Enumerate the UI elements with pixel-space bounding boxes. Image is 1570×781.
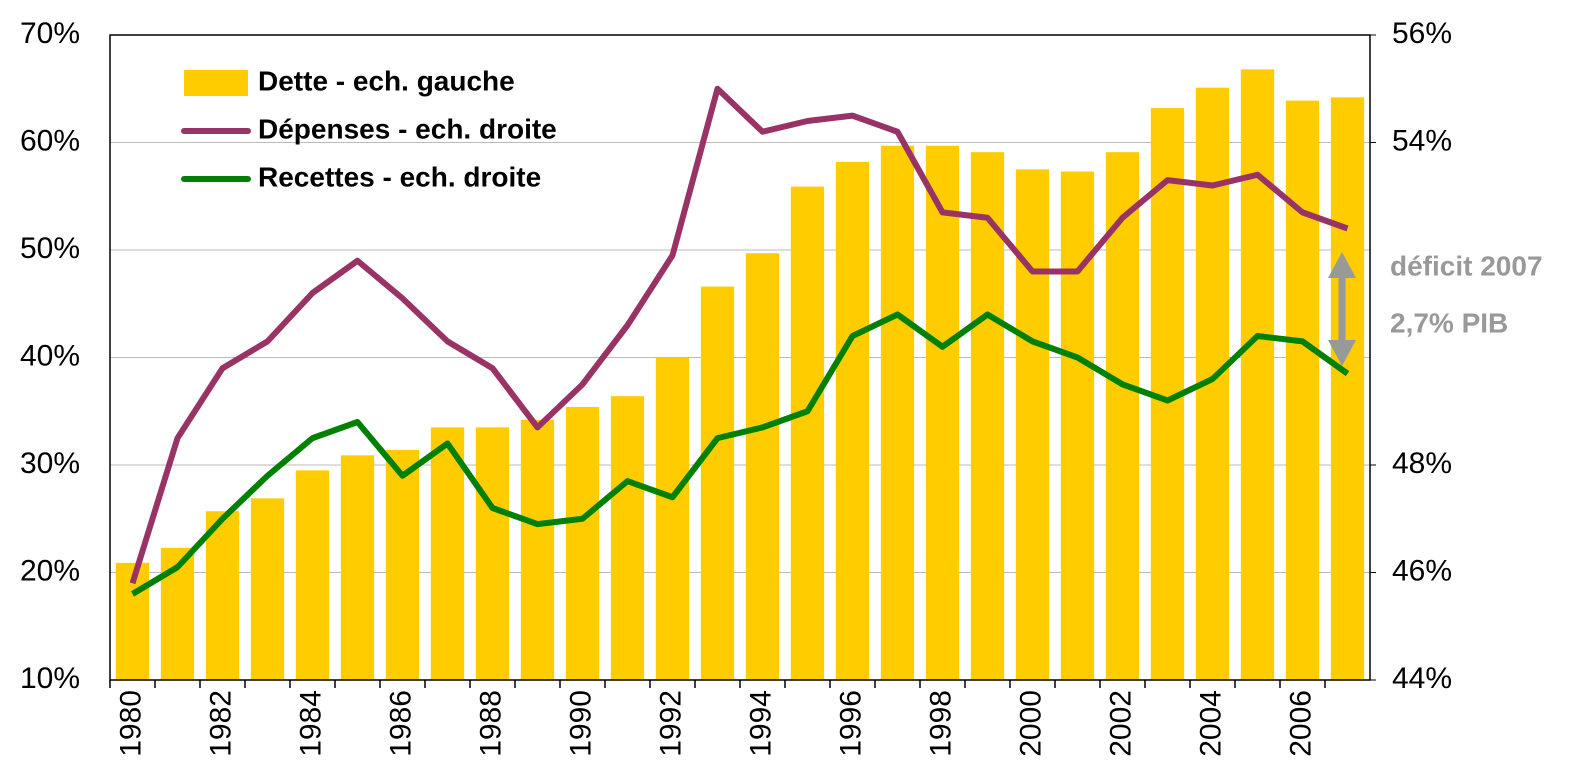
annotation: déficit 2007: [1390, 250, 1543, 281]
y2-tick-label: 46%: [1392, 554, 1452, 587]
bar: [700, 286, 735, 680]
line: [129, 85, 1349, 585]
bar: [1015, 169, 1050, 680]
bar: [610, 396, 645, 680]
bar: [880, 145, 915, 681]
bar: [430, 427, 465, 680]
bar: [655, 357, 690, 680]
y-tick-label: 60%: [20, 124, 80, 157]
legend-label: Dépenses - ech. droite: [258, 113, 557, 144]
y-tick-label: 20%: [20, 554, 80, 587]
arrow-head: [1328, 252, 1356, 278]
bar: [340, 455, 375, 680]
bar: [385, 449, 420, 680]
bar: [925, 145, 960, 681]
bar: [745, 253, 780, 680]
bar: [1105, 152, 1140, 681]
bar: [1060, 171, 1095, 680]
legend-label: Recettes - ech. droite: [258, 161, 541, 192]
bar: [1330, 97, 1365, 681]
legend-label: Dette - ech. gauche: [258, 65, 515, 96]
x-tick-label: 1990: [564, 690, 597, 757]
x-tick-label: 1988: [474, 690, 507, 757]
legend-swatch: [184, 70, 248, 96]
x-tick-label: 2002: [1104, 690, 1137, 757]
x-tick-label: 1994: [744, 690, 777, 757]
y-tick-label: 70%: [20, 17, 80, 50]
x-tick-label: 1998: [924, 690, 957, 757]
bar: [1285, 100, 1320, 680]
bar: [790, 186, 825, 680]
x-tick-label: 1982: [204, 690, 237, 757]
y-tick-label: 40%: [20, 339, 80, 372]
y2-tick-label: 48%: [1392, 447, 1452, 480]
bar: [970, 152, 1005, 681]
y2-tick-label: 54%: [1392, 124, 1452, 157]
bar: [835, 161, 870, 681]
bar: [295, 470, 330, 680]
bar: [475, 427, 510, 680]
y-tick-label: 50%: [20, 232, 80, 265]
y-tick-label: 30%: [20, 447, 80, 480]
annotation: 2,7% PIB: [1390, 307, 1508, 338]
x-tick-label: 1996: [834, 690, 867, 757]
x-tick-label: 1980: [114, 690, 147, 757]
y-tick-label: 10%: [20, 662, 80, 695]
bar: [520, 419, 555, 680]
y2-tick-label: 56%: [1392, 17, 1452, 50]
x-tick-label: 1992: [654, 690, 687, 757]
x-tick-label: 2004: [1194, 690, 1227, 757]
x-tick-label: 1984: [294, 690, 327, 757]
line: [130, 311, 1350, 597]
y2-tick-label: 44%: [1392, 662, 1452, 695]
x-tick-label: 1986: [384, 690, 417, 757]
bar: [205, 511, 240, 680]
bar: [1240, 69, 1275, 680]
bar: [565, 406, 600, 680]
bar: [250, 498, 285, 680]
x-tick-label: 2006: [1284, 690, 1317, 757]
x-tick-label: 2000: [1014, 690, 1047, 757]
arrow-head: [1328, 340, 1356, 366]
